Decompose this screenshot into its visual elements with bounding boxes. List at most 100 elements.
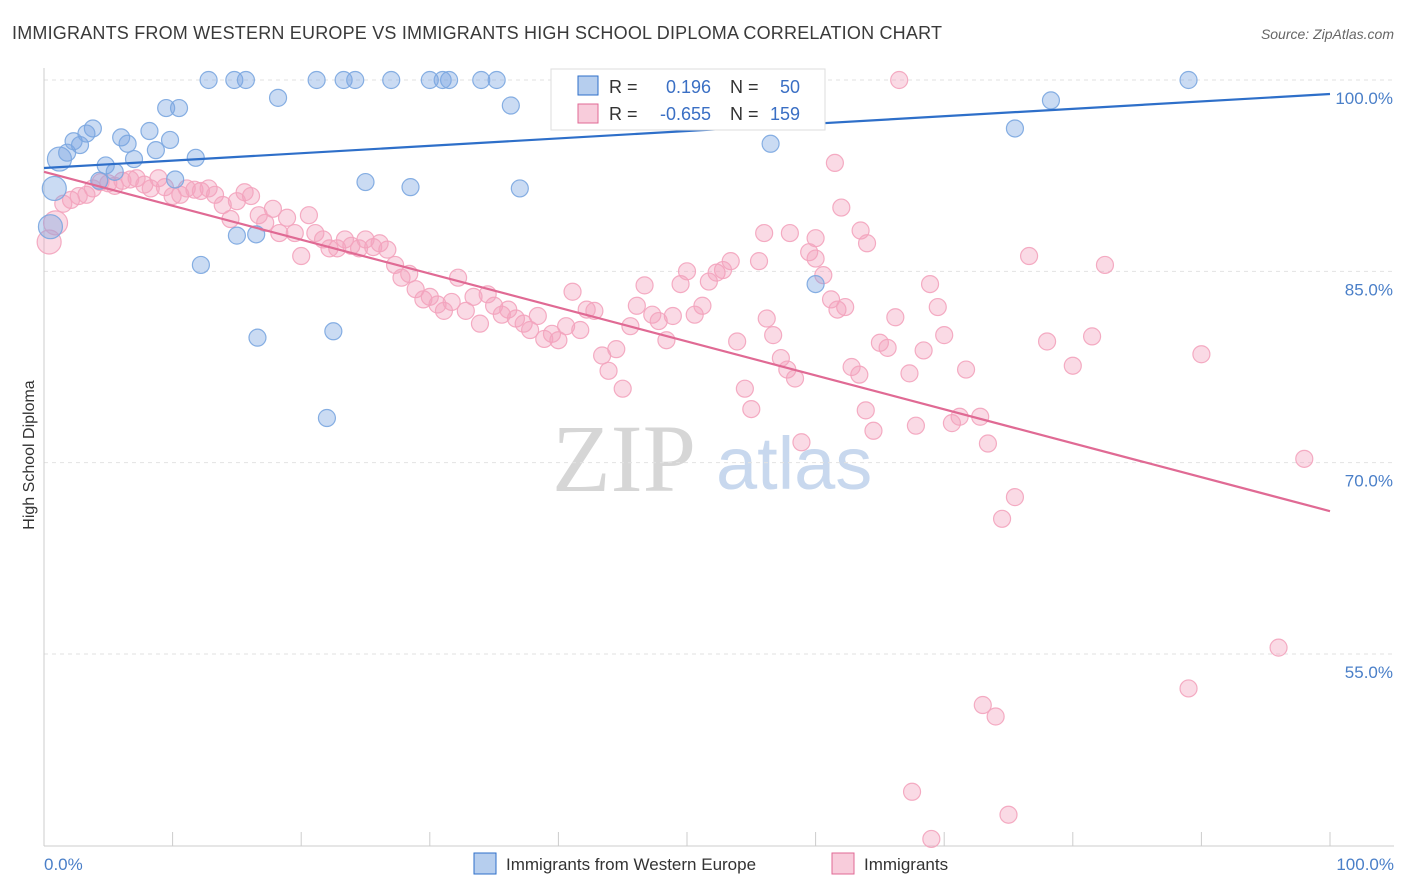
western-europe-point xyxy=(1005,119,1025,138)
stats-swatch-blue xyxy=(577,75,599,96)
western-europe-point xyxy=(806,274,825,294)
immigrants-point xyxy=(349,239,369,258)
stats-r-label-blue: R = xyxy=(609,77,638,97)
immigrants-point xyxy=(806,229,825,248)
immigrants-point xyxy=(121,170,140,189)
western-europe-point xyxy=(439,70,459,90)
immigrants-point xyxy=(986,707,1005,726)
western-europe-point xyxy=(157,98,176,118)
trend-lines xyxy=(43,92,1331,513)
western-europe-point xyxy=(420,70,439,90)
western-europe-point xyxy=(401,178,420,197)
immigrants-point xyxy=(864,421,883,440)
western-europe-point xyxy=(160,130,180,150)
western-europe-point xyxy=(487,70,506,90)
stats-n-value-blue: 50 xyxy=(780,77,800,97)
stats-n-value-pink: 159 xyxy=(770,104,800,124)
western-europe-point xyxy=(324,322,343,341)
immigrants-point xyxy=(299,206,319,225)
immigrants-point xyxy=(263,199,283,218)
immigrants-point xyxy=(956,360,976,379)
watermark-zip: ZIP xyxy=(552,405,696,512)
western-europe-point xyxy=(382,70,401,90)
x-axis-ticks xyxy=(43,832,1331,846)
western-europe-point xyxy=(83,119,102,138)
stats-swatch-pink xyxy=(577,103,599,124)
western-europe-point xyxy=(41,175,67,202)
immigrants-point xyxy=(406,280,425,299)
immigrants-point xyxy=(292,246,311,266)
immigrants-point xyxy=(1037,332,1057,351)
stats-n-label-blue: N = xyxy=(730,77,759,97)
immigrants-point xyxy=(935,326,954,345)
immigrants-point xyxy=(528,306,547,326)
legend-label-immigrants: Immigrants xyxy=(864,855,948,874)
stats-r-label-pink: R = xyxy=(609,104,638,124)
immigrants-point xyxy=(999,805,1018,824)
western-europe-point xyxy=(510,179,529,198)
immigrants-point xyxy=(906,416,926,435)
immigrants-point xyxy=(857,234,877,253)
immigrants-point xyxy=(456,301,475,320)
western-europe-point xyxy=(761,134,780,153)
immigrants-point xyxy=(1179,679,1198,698)
immigrants-point xyxy=(69,186,88,206)
x-tick-label-min: 0.0% xyxy=(44,855,83,874)
immigrants-point xyxy=(627,296,646,315)
immigrants-point xyxy=(1295,449,1314,468)
immigrants-point xyxy=(920,274,940,294)
immigrants-point xyxy=(557,317,576,336)
immigrants-point xyxy=(677,262,697,281)
legend-swatch-western-europe xyxy=(473,852,497,875)
x-tick-label-max: 100.0% xyxy=(1336,855,1394,874)
chart-title: IMMIGRANTS FROM WESTERN EUROPE VS IMMIGR… xyxy=(12,23,942,43)
western-europe-point xyxy=(70,135,90,155)
western-europe-point xyxy=(356,172,375,192)
y-axis-label: High School Diploma xyxy=(21,380,38,530)
immigrants-point xyxy=(599,361,618,380)
immigrants-point xyxy=(928,297,947,317)
western-europe-point xyxy=(105,162,124,181)
western-europe-point xyxy=(307,70,326,90)
immigrants-point xyxy=(277,208,297,227)
western-europe-point xyxy=(191,255,210,275)
immigrants-point xyxy=(856,401,875,420)
immigrants-point xyxy=(378,240,397,259)
immigrants-point xyxy=(1005,488,1025,507)
immigrants-point xyxy=(890,70,909,90)
immigrants-point xyxy=(757,309,776,328)
western-europe-point xyxy=(199,70,218,90)
immigrants-point xyxy=(649,311,668,331)
immigrants-point xyxy=(571,320,590,340)
chart-source: Source: ZipAtlas.com xyxy=(1261,26,1394,42)
western-europe-point xyxy=(186,148,205,167)
western-europe-point xyxy=(236,70,256,90)
western-europe-point xyxy=(166,170,185,189)
watermark-atlas: atlas xyxy=(716,422,872,505)
western-europe-point xyxy=(124,149,144,169)
immigrants-point xyxy=(914,341,933,360)
immigrants-point xyxy=(356,230,375,249)
immigrants-point xyxy=(780,223,799,243)
immigrants-point xyxy=(141,179,160,198)
immigrants-point xyxy=(635,276,654,295)
immigrants-point xyxy=(607,340,626,359)
immigrants-point xyxy=(442,292,461,312)
immigrants-point xyxy=(420,287,439,306)
immigrants-point xyxy=(821,290,841,309)
western-europe-point xyxy=(37,214,64,240)
western-europe-point xyxy=(169,98,189,118)
immigrants-point xyxy=(721,252,740,271)
stats-r-value-blue: 0.196 xyxy=(666,77,711,97)
trend-line-western-europe xyxy=(43,92,1331,170)
immigrants-point xyxy=(185,180,204,199)
immigrants-point xyxy=(850,365,869,384)
immigrants-point xyxy=(205,185,225,204)
western-europe-point xyxy=(501,96,520,115)
immigrants-point xyxy=(1095,255,1115,275)
western-europe-point xyxy=(118,134,137,153)
western-europe-point xyxy=(433,70,452,90)
immigrants-point xyxy=(842,357,861,377)
y-tick-label: 100.0% xyxy=(1335,89,1393,108)
legend-label-western-europe: Immigrants from Western Europe xyxy=(506,855,756,874)
